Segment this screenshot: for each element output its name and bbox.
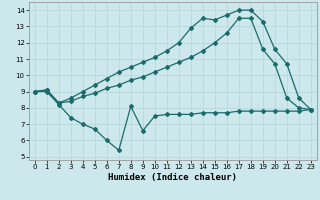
X-axis label: Humidex (Indice chaleur): Humidex (Indice chaleur) [108,173,237,182]
